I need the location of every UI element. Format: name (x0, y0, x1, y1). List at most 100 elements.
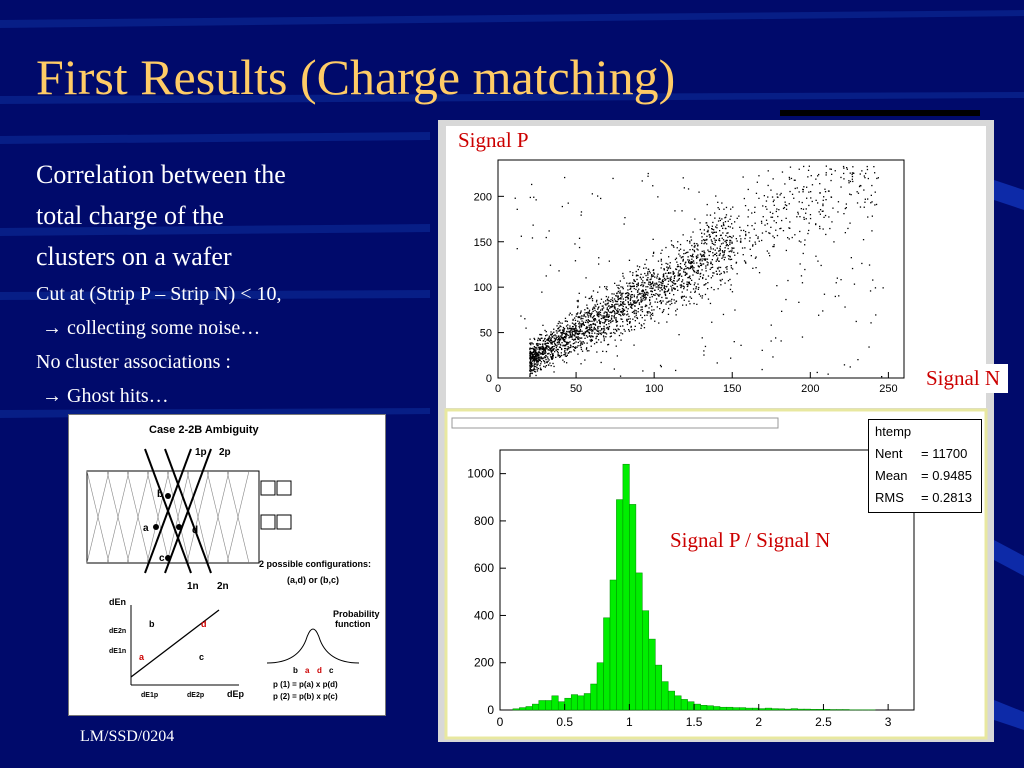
scatter-point (687, 283, 689, 285)
scatter-point (743, 197, 745, 200)
scatter-point (630, 326, 632, 328)
scatter-point (871, 201, 873, 203)
scatter-point (557, 354, 560, 356)
scatter-point (734, 221, 736, 223)
scatter-point (778, 209, 780, 211)
scatter-point (653, 273, 655, 275)
scatter-point (705, 222, 707, 224)
scatter-point (853, 283, 856, 285)
scatter-point (549, 341, 551, 343)
scatter-point (643, 294, 645, 296)
scatter-point (611, 304, 613, 306)
scatter-point (638, 302, 640, 304)
scatter-point (628, 329, 630, 331)
scatter-point (649, 278, 651, 281)
scatter-point (611, 306, 613, 308)
scatter-point (840, 186, 842, 188)
scatter-point (656, 306, 658, 308)
scatter-point (562, 332, 564, 334)
scatter-point (618, 328, 620, 331)
scatter-point (539, 339, 541, 341)
stats-val-rms: = 0.2813 (921, 490, 972, 505)
scatter-point (537, 344, 539, 346)
scatter-point (533, 348, 535, 351)
scatter-point (866, 165, 868, 168)
scatter-point (668, 256, 670, 258)
scatter-point (599, 321, 601, 324)
scatter-point (767, 170, 769, 172)
scatter-point (643, 296, 645, 299)
scatter-point (856, 191, 858, 193)
scatter-point (641, 295, 643, 297)
scatter-point (573, 350, 576, 352)
scatter-point (849, 193, 851, 195)
scatter-point (752, 245, 754, 247)
scatter-point (554, 334, 556, 336)
scatter-point (626, 314, 628, 316)
scatter-point (616, 292, 618, 295)
scatter-point (634, 320, 636, 322)
scatter-point (549, 354, 551, 356)
scatter-point (576, 346, 578, 348)
scatter-point (723, 272, 726, 274)
scatter-point (720, 234, 722, 236)
stats-box: htemp Nent = 11700 Mean = 0.9485 RMS = 0… (868, 419, 982, 513)
scatter-point (565, 335, 567, 337)
scatter-point (811, 184, 814, 186)
scatter-point (619, 298, 621, 300)
scatter-point (871, 230, 873, 232)
scatter-point (592, 310, 594, 312)
scatter-point (613, 331, 615, 334)
scatter-point (726, 244, 728, 246)
scatter-point (676, 280, 678, 282)
scatter-point (626, 318, 628, 321)
scatter-point (542, 353, 544, 355)
scatter-point (599, 302, 602, 305)
scatter-point (535, 358, 537, 360)
scatter-point (683, 253, 685, 255)
scatter-point (871, 215, 873, 217)
scatter-point (658, 295, 660, 297)
scatter-point (540, 357, 542, 359)
scatter-point (669, 292, 671, 294)
scatter-point (699, 228, 701, 231)
scatter-point (723, 251, 725, 253)
scatter-point (541, 352, 544, 354)
scatter-point (575, 332, 577, 334)
scatter-point (727, 280, 730, 282)
scatter-point (732, 268, 734, 270)
scatter-point (560, 352, 562, 354)
scatter-point (722, 254, 724, 257)
hist-bar (545, 700, 553, 711)
scatter-point (530, 363, 532, 365)
scatter-point (670, 272, 672, 274)
scatter-point (530, 342, 532, 344)
scatter-point (687, 251, 689, 253)
scatter-point (747, 224, 749, 227)
scatter-point (558, 336, 560, 339)
scatter-point (681, 275, 683, 277)
scatter-point (594, 304, 596, 306)
scatter-point (711, 228, 714, 230)
scatter-point (776, 196, 779, 198)
scatter-point (551, 346, 554, 348)
scatter-point (721, 250, 724, 252)
scatter-point (726, 266, 728, 268)
scatter-point (666, 297, 668, 299)
scatter-point (581, 343, 583, 345)
scatter-point (664, 294, 667, 297)
scatter-point (534, 368, 536, 371)
scatter-point (605, 350, 608, 353)
scatter-point (716, 362, 718, 364)
scatter-point (594, 324, 597, 326)
scatter-point (663, 273, 665, 275)
scatter-point (641, 325, 643, 327)
scatter-point (730, 357, 732, 359)
scatter-point (569, 335, 571, 337)
scatter-point (711, 321, 713, 323)
scatter-point (644, 299, 646, 301)
scatter-point (649, 287, 651, 289)
scatter-point (568, 342, 570, 344)
hist-bar (596, 662, 604, 711)
scatter-point (747, 188, 749, 191)
